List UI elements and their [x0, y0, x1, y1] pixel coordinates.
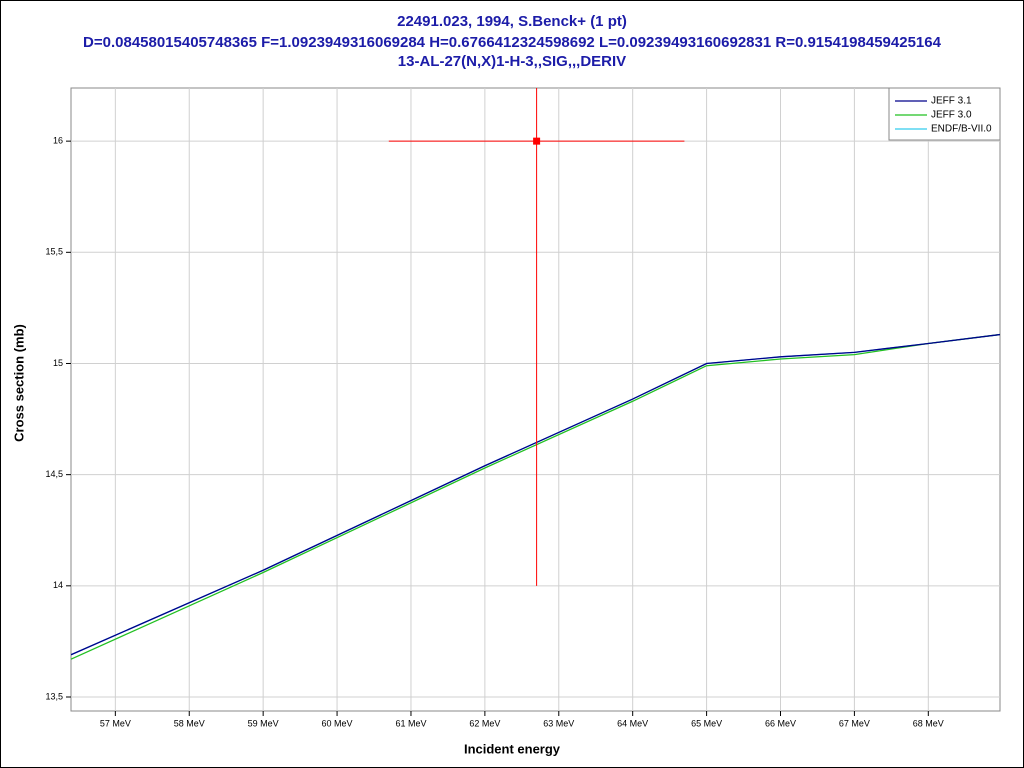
- data-point: [533, 137, 541, 145]
- y-tick-label: 15: [53, 358, 63, 368]
- plot-marks: [71, 88, 1000, 660]
- x-tick-label: 64 MeV: [617, 718, 648, 728]
- x-tick-label: 58 MeV: [174, 718, 205, 728]
- y-tick-label: 14,5: [45, 469, 63, 479]
- legend-label: ENDF/B-VII.0: [931, 124, 992, 135]
- y-tick-label: 15,5: [45, 247, 63, 257]
- x-tick-label: 57 MeV: [100, 718, 131, 728]
- chart-title: 22491.023, 1994, S.Benck+ (1 pt): [397, 13, 627, 30]
- x-tick-label: 62 MeV: [469, 718, 500, 728]
- x-tick-label: 60 MeV: [322, 718, 353, 728]
- legend: JEFF 3.1 JEFF 3.0 ENDF/B-VII.0: [888, 87, 1001, 141]
- y-tick-label: 13,5: [45, 691, 63, 701]
- x-tick-label: 65 MeV: [691, 718, 722, 728]
- series-line: [71, 333, 1000, 656]
- x-tick-label: 67 MeV: [839, 718, 870, 728]
- x-tick-label: 63 MeV: [543, 718, 574, 728]
- y-tick-label: 16: [53, 136, 63, 146]
- legend-box: [888, 87, 1001, 141]
- x-tick-label: 59 MeV: [248, 718, 279, 728]
- chart-subtitle: D=0.08458015405748365 F=1.09239493160692…: [83, 34, 942, 51]
- x-tick-label: 66 MeV: [765, 718, 796, 728]
- x-tick-label: 61 MeV: [395, 718, 426, 728]
- plot-area: [70, 87, 1001, 712]
- series-line: [71, 333, 1000, 660]
- x-tick-label: 68 MeV: [913, 718, 944, 728]
- legend-label: JEFF 3.0: [931, 110, 972, 121]
- x-axis-label: Incident energy: [464, 741, 561, 756]
- chart-subtitle: 13-AL-27(N,X)1-H-3,,SIG,,,DERIV: [398, 53, 626, 70]
- legend-label: JEFF 3.1: [931, 96, 972, 107]
- y-tick-label: 14: [53, 580, 63, 590]
- y-axis-label: Cross section (mb): [11, 324, 26, 442]
